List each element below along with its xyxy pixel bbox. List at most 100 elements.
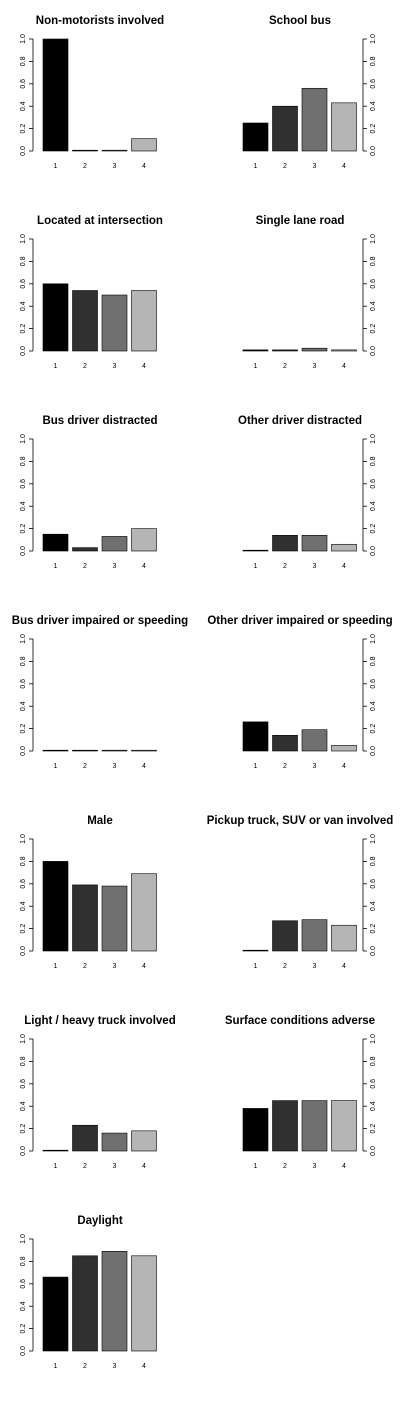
y-tick-label: 0.2	[20, 1124, 27, 1134]
x-category-label: 2	[283, 963, 287, 970]
y-tick-label: 0.0	[370, 946, 377, 956]
y-tick-label: 1.0	[20, 1034, 27, 1044]
x-category-label: 4	[142, 563, 146, 570]
y-tick-label: 0.4	[370, 901, 377, 911]
x-category-label: 2	[83, 1363, 87, 1370]
y-tick-label: 0.2	[370, 924, 377, 934]
bar-2	[272, 349, 298, 352]
bar-3	[101, 749, 128, 752]
y-tick-label: 0.6	[370, 279, 377, 289]
bar-4	[131, 873, 157, 952]
bar-4	[331, 1100, 357, 1152]
x-category-label: 3	[113, 1163, 117, 1170]
y-tick-label: 0.2	[20, 724, 27, 734]
x-category-label: 3	[313, 363, 317, 370]
panel-title: Pickup truck, SUV or van involved	[207, 815, 394, 827]
y-tick-label: 0.8	[20, 456, 27, 466]
y-tick-label: 1.0	[370, 1034, 377, 1044]
y-tick-label: 0.4	[370, 1101, 377, 1111]
bar-3	[101, 294, 128, 352]
y-tick-label: 0.4	[370, 501, 377, 511]
y-tick-label: 1.0	[20, 634, 27, 644]
x-category-label: 1	[254, 1163, 258, 1170]
x-category-label: 2	[283, 763, 287, 770]
bar-4	[331, 745, 357, 752]
y-tick-label: 1.0	[370, 234, 377, 244]
x-category-label: 1	[254, 763, 258, 770]
bar-4	[131, 1130, 157, 1152]
x-category-label: 3	[313, 763, 317, 770]
x-category-label: 2	[83, 163, 87, 170]
bar-4	[131, 1255, 157, 1352]
bar-3	[301, 1100, 328, 1152]
y-tick-label: 0.2	[370, 324, 377, 334]
y-tick-label: 0.8	[370, 856, 377, 866]
y-tick-label: 1.0	[20, 34, 27, 44]
panel-10: Pickup truck, SUV or van involved 0.0 0.2 0…	[207, 815, 394, 970]
bar-1	[42, 283, 69, 352]
y-tick-label: 0.6	[20, 879, 27, 889]
panel-4: Single lane road 0.0 0.2 0.4 0.6 0.8 1.0 1 2 3 4	[242, 215, 377, 370]
x-category-label: 4	[142, 1163, 146, 1170]
bar-4	[331, 924, 357, 952]
panel-title: Other driver impaired or speeding	[207, 615, 392, 627]
y-tick-label: 0.2	[20, 524, 27, 534]
bar-3	[101, 885, 128, 952]
bar-2	[72, 1255, 98, 1352]
x-category-label: 3	[313, 563, 317, 570]
bar-3	[101, 1132, 128, 1152]
y-tick-label: 0.0	[20, 1146, 27, 1156]
bar-1	[242, 549, 269, 552]
panel-13: Daylight 0.0 0.2 0.4 0.6 0.8 1.0 1 2 3 4	[20, 1215, 157, 1370]
x-category-label: 4	[342, 563, 346, 570]
bar-2	[72, 749, 98, 752]
bar-1	[242, 122, 269, 152]
bar-3	[301, 87, 328, 152]
y-tick-label: 1.0	[20, 234, 27, 244]
bar-1	[42, 38, 69, 152]
y-tick-label: 0.6	[370, 879, 377, 889]
x-category-label: 4	[142, 763, 146, 770]
x-category-label: 3	[113, 363, 117, 370]
y-tick-label: 0.0	[370, 146, 377, 156]
bar-4	[331, 102, 357, 152]
panel-title: Surface conditions adverse	[225, 1015, 375, 1027]
bar-2	[272, 105, 298, 152]
x-category-label: 4	[142, 963, 146, 970]
y-tick-label: 0.8	[20, 56, 27, 66]
bar-4	[131, 290, 157, 352]
y-tick-label: 0.2	[370, 1124, 377, 1134]
bar-1	[42, 1276, 69, 1352]
y-tick-label: 0.8	[20, 256, 27, 266]
panel-11: Light / heavy truck involved 0.0 0.2 0.4 0.6…	[20, 1015, 176, 1170]
bar-2	[272, 920, 298, 952]
panel-title: Light / heavy truck involved	[24, 1015, 175, 1027]
y-tick-label: 0.6	[370, 79, 377, 89]
x-category-label: 1	[54, 963, 58, 970]
panel-12: Surface conditions adverse 0.0 0.2 0.4 0.6 0.…	[225, 1015, 377, 1170]
x-category-label: 3	[113, 763, 117, 770]
bar-4	[131, 749, 157, 752]
y-tick-label: 0.6	[370, 1079, 377, 1089]
y-tick-label: 0.2	[370, 124, 377, 134]
y-tick-label: 0.6	[20, 279, 27, 289]
x-category-label: 3	[313, 963, 317, 970]
bar-2	[72, 1124, 98, 1152]
bar-2	[72, 884, 98, 952]
panel-title: Other driver distracted	[238, 415, 362, 427]
y-tick-label: 1.0	[370, 34, 377, 44]
x-category-label: 3	[113, 1363, 117, 1370]
bar-2	[72, 149, 98, 152]
x-category-label: 4	[342, 1163, 346, 1170]
x-category-label: 1	[254, 163, 258, 170]
y-tick-label: 0.6	[20, 479, 27, 489]
y-tick-label: 0.2	[20, 324, 27, 334]
x-category-label: 2	[283, 563, 287, 570]
bar-2	[272, 735, 298, 752]
panel-title: Bus driver impaired or speeding	[12, 615, 188, 627]
x-category-label: 3	[113, 563, 117, 570]
y-tick-label: 0.4	[370, 301, 377, 311]
y-tick-label: 0.4	[20, 301, 27, 311]
